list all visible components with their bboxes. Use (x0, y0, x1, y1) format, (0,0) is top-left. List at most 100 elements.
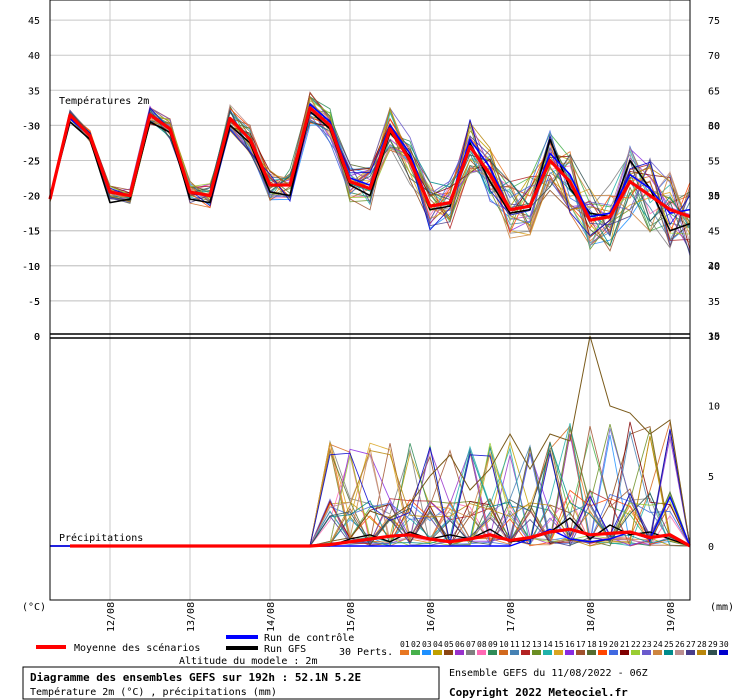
pert-legend-swatch (631, 650, 640, 655)
temp-right-tick-label: 55 (708, 157, 720, 168)
legend-control-label: Run de contrôle (264, 632, 354, 644)
day-tick-label: 17/08 (506, 602, 517, 632)
altitude-label: Altitude du modele : 2m (179, 656, 317, 667)
footer-copyright: Copyright 2022 Meteociel.fr (449, 686, 628, 699)
pert-legend-swatch (488, 650, 497, 655)
pert-legend-swatch (642, 650, 651, 655)
pert-legend-swatch (455, 650, 464, 655)
pert-legend-swatch (675, 650, 684, 655)
precip-right-tick-label: 15 (708, 331, 720, 342)
precip-right-tick-label: 10 (708, 402, 720, 413)
pert-legend-swatch (719, 650, 728, 655)
temp-left-tick-label: 5 (34, 297, 40, 308)
pert-legend-swatch (609, 650, 618, 655)
temp-left-tick-label: 30 (28, 121, 40, 132)
temp-left-tick-label: 25 (28, 157, 40, 168)
pert-legend-swatch (532, 650, 541, 655)
precip-mean-line (70, 527, 691, 548)
pert-legend-number: 16 (565, 640, 575, 649)
legend-gfs-label: Run GFS (264, 644, 306, 655)
precip-pert-line (50, 436, 691, 547)
temp-pert-line (49, 102, 691, 239)
pert-legend-number: 13 (532, 640, 542, 649)
day-tick-label: 19/08 (666, 602, 677, 632)
day-tick-label: 18/08 (586, 602, 597, 632)
temp-mean-line (48, 106, 691, 222)
pert-legend-number: 17 (576, 640, 586, 649)
precip-left-tick-label: -10 (22, 262, 40, 273)
day-tick-label: 14/08 (266, 602, 277, 632)
pert-legend-number: 01 (400, 640, 410, 649)
left-unit-label: (°C) (22, 602, 46, 613)
temp-left-tick-label: 40 (28, 51, 40, 62)
precip-pert-line (50, 434, 691, 547)
pert-legend-swatch (697, 650, 706, 655)
pert-legend-swatch (510, 650, 519, 655)
pert-legend-swatch (444, 650, 453, 655)
temp-pert-line (49, 99, 691, 238)
precip-left-tick-label: -25 (22, 157, 40, 168)
temp-right-tick-label: 60 (708, 121, 720, 132)
footer-subtitle: Température 2m (°C) , précipitations (mm… (30, 686, 277, 698)
legend-mean-label: Moyenne des scénarios (74, 642, 200, 654)
pert-legend-swatch (653, 650, 662, 655)
pert-legend-number: 19 (598, 640, 608, 649)
precip-left-tick-label: -15 (22, 227, 40, 238)
pert-legend-number: 15 (554, 640, 564, 649)
pert-legend-swatch (554, 650, 563, 655)
pert-legend-number: 22 (631, 640, 641, 649)
temp-right-tick-label: 40 (708, 262, 720, 273)
temp-left-tick-label: 15 (28, 227, 40, 238)
pert-legend-swatch (598, 650, 607, 655)
pert-legend-number: 24 (653, 640, 663, 649)
footer-box (22, 666, 440, 700)
precip-pert-line (50, 435, 691, 547)
precip-right-tick-label: 30 (708, 121, 720, 132)
pert-legend-number: 23 (642, 640, 652, 649)
pert-legend-swatch (422, 650, 431, 655)
pert-legend-number: 02 (411, 640, 421, 649)
pert-legend-number: 30 (719, 640, 729, 649)
pert-legend-number: 05 (444, 640, 454, 649)
pert-legend-swatch (433, 650, 442, 655)
pert-legend-number: 14 (543, 640, 553, 649)
pert-legend-swatch (499, 650, 508, 655)
pert-legend-number: 27 (686, 640, 696, 649)
precip-left-tick-label: 0 (34, 332, 40, 343)
pert-legend-swatch (466, 650, 475, 655)
pert-legend-number: 11 (510, 640, 520, 649)
pert-legend-number: 07 (466, 640, 476, 649)
day-tick-label: 16/08 (426, 602, 437, 632)
pert-legend-number: 20 (609, 640, 619, 649)
day-tick-label: 13/08 (186, 602, 197, 632)
pert-legend-number: 26 (675, 640, 685, 649)
legend-perts-label: 30 Perts. (339, 647, 393, 658)
temp-right-tick-label: 30 (708, 332, 720, 343)
temp-right-tick-label: 70 (708, 51, 720, 62)
pert-legend-swatch (576, 650, 585, 655)
precip-right-tick-label: 20 (708, 261, 720, 272)
temp-left-tick-label: 10 (28, 262, 40, 273)
pert-legend-number: 08 (477, 640, 487, 649)
precip-right-tick-label: 5 (708, 472, 714, 483)
legend: Moyenne des scénarios Run de contrôle Ru… (36, 632, 729, 667)
precip-right-tick-label: 25 (708, 191, 720, 202)
temp-left-tick-label: 20 (28, 192, 40, 203)
pert-legend-swatch (543, 650, 552, 655)
precip-right-tick-label: 0 (708, 542, 714, 553)
footer-run-info: Ensemble GEFS du 11/08/2022 - 06Z (449, 668, 648, 679)
pert-legend-swatch (708, 650, 717, 655)
pert-legend-swatch (477, 650, 486, 655)
pert-legend-number: 09 (488, 640, 498, 649)
precip-left-tick-label: -30 (22, 121, 40, 132)
temp-right-tick-label: 45 (708, 227, 720, 238)
precip-left-tick-label: -20 (22, 192, 40, 203)
temp-right-tick-label: 50 (708, 192, 720, 203)
pert-legend-number: 04 (433, 640, 443, 649)
precip-pert-line (50, 440, 691, 547)
plot-border (49, 0, 691, 601)
temperature-panel-title: Températures 2m (59, 95, 149, 107)
pert-legend-number: 03 (422, 640, 432, 649)
